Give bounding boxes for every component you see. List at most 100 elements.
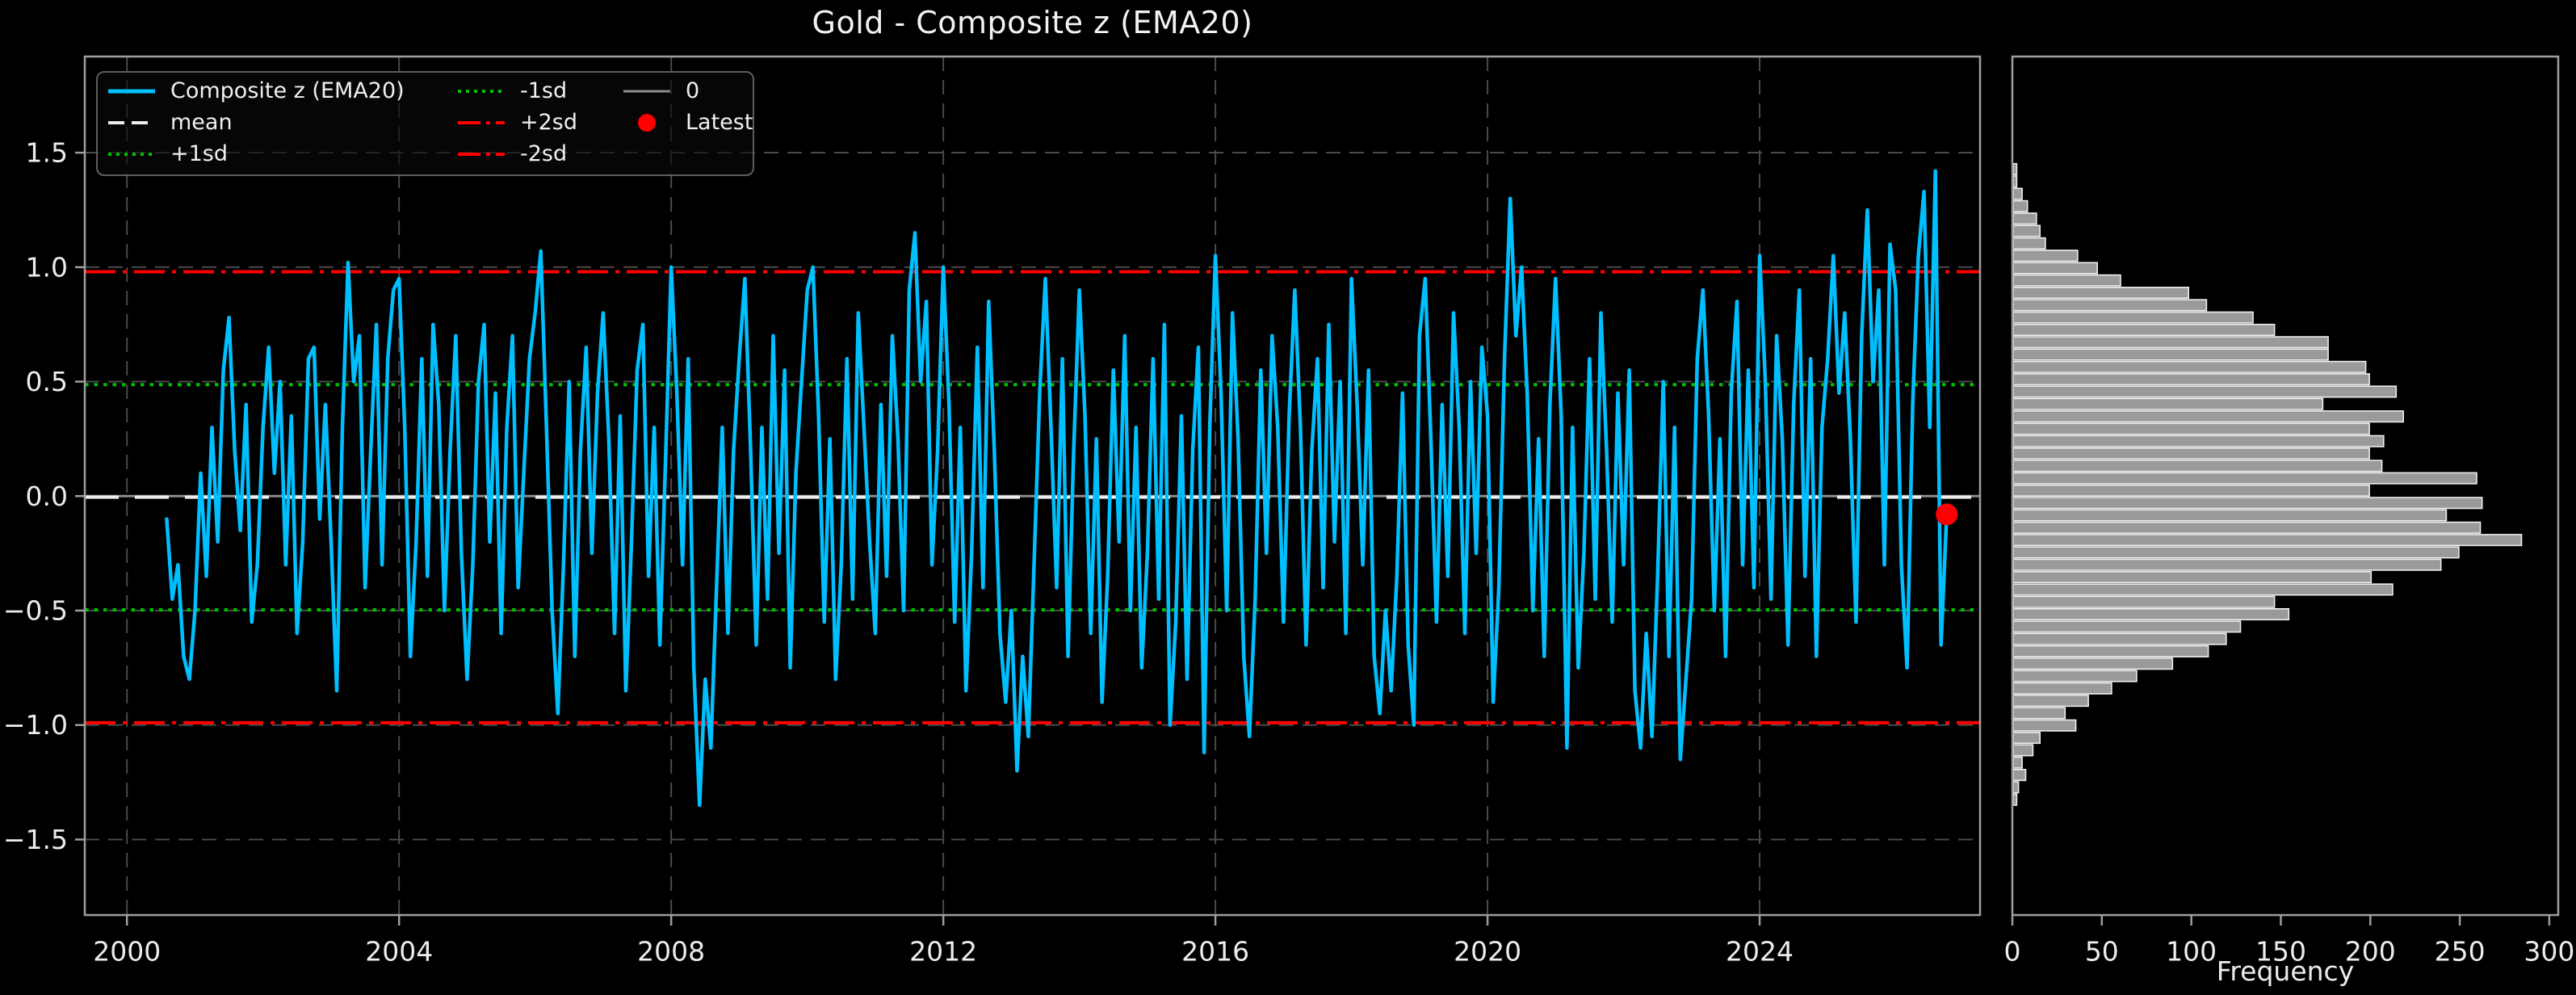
hist-bar (2012, 731, 2041, 745)
hist-bar (2012, 558, 2442, 571)
hist-bar (2012, 299, 2208, 312)
legend-item--1sd: -1sd (455, 78, 621, 103)
main-axes-spines (83, 55, 1982, 917)
hist-bar (2012, 670, 2138, 682)
legend-swatch-icon (458, 120, 505, 124)
legend-label: +1sd (170, 141, 229, 166)
y-tick-label: −1.0 (3, 709, 68, 741)
legend-item-composite-z-ema20-: Composite z (EMA20) (106, 78, 455, 103)
legend-label: -1sd (520, 78, 568, 103)
hist-bar (2012, 323, 2276, 337)
hist-bar (2012, 336, 2329, 349)
legend-item-latest: Latest (621, 110, 753, 135)
hist-bar (2012, 644, 2209, 658)
hist-bar (2012, 607, 2290, 621)
hist-xlabel: Frequency (2217, 955, 2354, 987)
hist-bar (2012, 274, 2121, 287)
legend-swatch-icon (458, 89, 505, 93)
hist-bar (2012, 397, 2324, 410)
hist-bar (2012, 311, 2254, 324)
hist-bar (2012, 175, 2018, 188)
hist-bar (2012, 497, 2483, 510)
hist-bar (2012, 768, 2027, 782)
hist-x-tick-label: 50 (2085, 936, 2119, 968)
hist-bar (2012, 570, 2373, 584)
legend-label: Latest (686, 110, 753, 135)
hist-bar (2012, 756, 2023, 769)
legend-item--2sd: +2sd (455, 110, 621, 135)
x-tick-label: 2016 (1181, 936, 1249, 968)
hist-bar (2012, 187, 2023, 200)
hist-bar (2012, 793, 2018, 806)
legend-swatch-icon (458, 152, 505, 156)
hist-bar (2012, 410, 2405, 423)
legend-label: Composite z (EMA20) (170, 78, 405, 103)
hist-bar (2012, 695, 2089, 707)
hist-x-tick-label: 300 (2524, 936, 2574, 968)
hist-bar (2012, 595, 2276, 608)
series-line (165, 169, 1958, 808)
legend-label: +2sd (520, 110, 578, 135)
legend-swatch-icon (108, 89, 155, 93)
hist-bar (2012, 546, 2460, 559)
y-tick-label: −1.5 (3, 824, 68, 855)
hist-bar (2012, 162, 2018, 175)
y-tick-label: 0.0 (26, 481, 68, 512)
hist-bar (2012, 707, 2066, 720)
hist-bar (2012, 472, 2477, 485)
legend-label: 0 (686, 78, 700, 103)
hist-bar (2012, 212, 2037, 225)
hist-x-tick-label: 250 (2435, 936, 2486, 968)
latest-dot (1936, 503, 1958, 526)
hist-x-tick-label: 100 (2166, 936, 2217, 968)
legend-swatch-icon (638, 113, 656, 132)
composite-z-line (165, 169, 1949, 808)
hist-bar (2012, 199, 2028, 212)
hist-x-tick-label: 150 (2255, 936, 2306, 968)
hist-bar (2012, 460, 2383, 472)
legend-label: -2sd (520, 141, 568, 166)
hist-bar (2012, 509, 2448, 522)
hist-bar (2012, 534, 2523, 547)
x-tick-label: 2024 (1726, 936, 1794, 968)
legend-swatch-icon (623, 90, 670, 92)
x-tick-label: 2000 (93, 936, 161, 968)
legend-item-0: 0 (621, 78, 753, 103)
hist-bar (2012, 620, 2242, 633)
chart-title: Gold - Composite z (EMA20) (812, 5, 1253, 40)
hist-bar (2012, 719, 2077, 732)
hist-bar (2012, 250, 2079, 262)
legend-marker-dot (638, 113, 656, 132)
hist-bar (2012, 682, 2112, 695)
x-tick-label: 2020 (1454, 936, 1521, 968)
x-tick-label: 2012 (909, 936, 977, 968)
hist-bar (2012, 521, 2482, 534)
hist-bar (2012, 385, 2398, 398)
hist-bar (2012, 360, 2367, 373)
hist-axes-spines (2011, 55, 2560, 917)
hist-bar (2012, 422, 2370, 435)
hist-x-tick-label: 0 (2004, 936, 2021, 968)
hist-bar (2012, 237, 2046, 250)
hist-bar (2012, 583, 2393, 596)
x-tick-label: 2008 (637, 936, 705, 968)
y-tick-label: 1.0 (26, 251, 68, 283)
y-tick-label: −0.5 (3, 594, 68, 626)
hist-bar (2012, 447, 2370, 460)
legend-item--2sd: -2sd (455, 141, 621, 166)
hist-x-tick-label: 200 (2345, 936, 2396, 968)
y-tick-label: 0.5 (26, 366, 68, 397)
hist-bar (2012, 484, 2370, 498)
hist-bar (2012, 632, 2227, 645)
legend-item-mean: mean (106, 110, 455, 135)
hist-bar (2012, 262, 2098, 275)
legend: Composite z (EMA20) mean +1sd -1sd +2sd -2sd 0… (96, 71, 754, 176)
legend-swatch-icon (108, 152, 155, 156)
hist-bar (2012, 286, 2189, 300)
hist-bar (2012, 373, 2370, 386)
x-tick-label: 2004 (365, 936, 433, 968)
legend-item--1sd: +1sd (106, 141, 455, 166)
y-tick-label: 1.5 (26, 137, 68, 169)
